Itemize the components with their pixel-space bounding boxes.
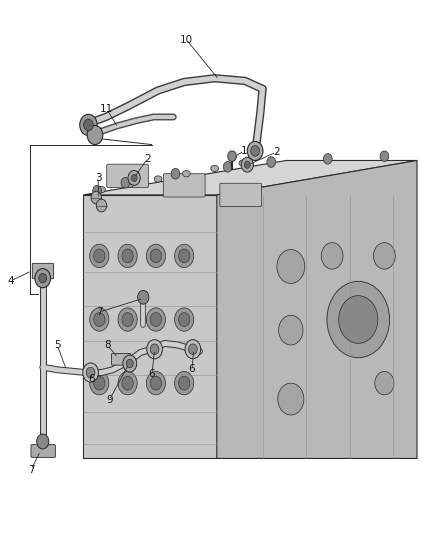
Ellipse shape xyxy=(126,181,134,188)
Circle shape xyxy=(267,157,276,167)
Circle shape xyxy=(84,119,93,131)
Circle shape xyxy=(150,376,162,390)
Text: 1: 1 xyxy=(241,146,247,156)
Circle shape xyxy=(146,308,166,331)
Text: 6: 6 xyxy=(189,365,195,374)
Circle shape xyxy=(251,146,259,156)
Circle shape xyxy=(39,273,47,283)
Text: 8: 8 xyxy=(104,340,110,350)
Circle shape xyxy=(146,372,166,395)
Circle shape xyxy=(86,367,95,378)
Circle shape xyxy=(94,376,105,390)
Circle shape xyxy=(327,281,390,358)
Text: 4: 4 xyxy=(7,276,14,286)
Circle shape xyxy=(83,363,99,382)
FancyBboxPatch shape xyxy=(220,183,261,207)
Circle shape xyxy=(126,359,133,368)
Circle shape xyxy=(122,249,133,263)
Circle shape xyxy=(241,157,253,172)
Circle shape xyxy=(150,313,162,326)
Text: 9: 9 xyxy=(106,395,113,405)
Ellipse shape xyxy=(154,176,162,182)
Text: 3: 3 xyxy=(95,173,101,183)
Circle shape xyxy=(175,372,194,395)
Circle shape xyxy=(122,313,133,326)
Circle shape xyxy=(87,125,103,144)
Text: 7: 7 xyxy=(28,465,34,474)
Text: 6: 6 xyxy=(88,375,95,384)
Text: 6: 6 xyxy=(148,369,155,379)
Ellipse shape xyxy=(239,160,247,166)
Circle shape xyxy=(123,355,137,372)
Polygon shape xyxy=(83,195,217,458)
Circle shape xyxy=(121,177,130,188)
Text: 11: 11 xyxy=(100,104,113,114)
Polygon shape xyxy=(83,160,417,195)
Circle shape xyxy=(138,290,149,304)
Text: 2: 2 xyxy=(273,147,280,157)
Circle shape xyxy=(228,151,237,161)
Circle shape xyxy=(128,171,140,185)
FancyBboxPatch shape xyxy=(32,263,53,279)
Circle shape xyxy=(94,249,105,263)
Circle shape xyxy=(279,316,303,345)
Circle shape xyxy=(179,249,190,263)
Circle shape xyxy=(380,151,389,161)
Circle shape xyxy=(179,313,190,326)
Circle shape xyxy=(150,344,159,354)
Ellipse shape xyxy=(211,165,219,172)
Circle shape xyxy=(150,249,162,263)
Text: 7: 7 xyxy=(96,307,102,317)
Circle shape xyxy=(90,372,109,395)
Circle shape xyxy=(171,168,180,179)
Circle shape xyxy=(90,244,109,268)
Polygon shape xyxy=(217,160,417,458)
Circle shape xyxy=(80,114,97,135)
Circle shape xyxy=(323,154,332,164)
FancyBboxPatch shape xyxy=(112,353,131,365)
Circle shape xyxy=(223,161,232,172)
Circle shape xyxy=(175,244,194,268)
Circle shape xyxy=(188,344,197,354)
Circle shape xyxy=(131,174,137,182)
Circle shape xyxy=(247,141,263,160)
Circle shape xyxy=(118,372,137,395)
FancyBboxPatch shape xyxy=(31,445,55,457)
Circle shape xyxy=(278,383,304,415)
Ellipse shape xyxy=(98,187,106,193)
FancyBboxPatch shape xyxy=(107,164,148,188)
Circle shape xyxy=(94,313,105,326)
Circle shape xyxy=(93,185,102,196)
Circle shape xyxy=(122,376,133,390)
Circle shape xyxy=(179,376,190,390)
Circle shape xyxy=(175,308,194,331)
Circle shape xyxy=(147,340,162,359)
Circle shape xyxy=(37,434,49,449)
Circle shape xyxy=(277,249,305,284)
Circle shape xyxy=(374,243,395,269)
Circle shape xyxy=(185,340,201,359)
Ellipse shape xyxy=(183,171,190,177)
FancyBboxPatch shape xyxy=(163,174,205,197)
Text: 5: 5 xyxy=(54,340,60,350)
Circle shape xyxy=(321,243,343,269)
Circle shape xyxy=(146,244,166,268)
Circle shape xyxy=(96,199,107,212)
Circle shape xyxy=(35,269,50,288)
Circle shape xyxy=(375,372,394,395)
Circle shape xyxy=(118,308,137,331)
Circle shape xyxy=(91,191,102,204)
Text: 2: 2 xyxy=(144,154,151,164)
Text: 10: 10 xyxy=(180,35,193,45)
Circle shape xyxy=(90,308,109,331)
Circle shape xyxy=(118,244,137,268)
Circle shape xyxy=(339,296,378,343)
Circle shape xyxy=(244,161,251,168)
